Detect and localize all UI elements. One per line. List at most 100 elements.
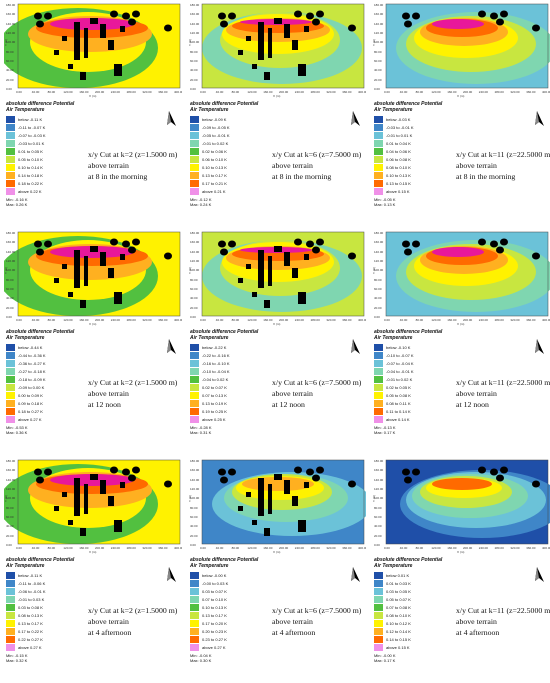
- building-6: [252, 64, 257, 69]
- legend-entry: 0.05 to 0.10 K: [6, 155, 80, 163]
- y-tick-label: 180.00: [6, 459, 16, 463]
- legend-label: 0.04 to 0.06 K: [386, 148, 411, 154]
- legend-swatch: [6, 383, 15, 391]
- legend-entry: -0.10 to -0.07 K: [374, 351, 448, 359]
- y-axis-label: Y (m): [4, 38, 8, 46]
- y-tick-label: 60.00: [190, 59, 198, 63]
- tree-cluster-4: [490, 12, 498, 20]
- legend-label: -0.11 to -0.07 K: [18, 124, 46, 130]
- legend-swatch: [190, 603, 199, 611]
- legend-label: 0.13 to 0.17 K: [18, 620, 43, 626]
- y-tick-label: 100.00: [6, 40, 16, 45]
- legend-label: -0.16 to -0.10 K: [202, 360, 230, 366]
- building-7: [114, 292, 122, 304]
- legend-swatch: [374, 407, 383, 415]
- caption-cut: x/y Cut at k=6 (z=7.5000 m): [272, 150, 362, 159]
- caption-terrain: above terrain: [456, 617, 497, 626]
- building-7: [114, 520, 122, 532]
- legend-swatch: [6, 603, 15, 611]
- legend-label: 0.07 to 0.08 K: [386, 604, 411, 610]
- legend-entry: 0.13 to 0.19 K: [190, 399, 264, 407]
- x-tick-label: 360.00: [342, 90, 352, 94]
- legend-swatch: [6, 587, 15, 595]
- legend-title: absolute difference Potential: [374, 329, 443, 335]
- x-tick-label: 320.00: [510, 90, 520, 94]
- legend-entry: 0.03 to 0.07 K: [190, 587, 264, 595]
- tree-cluster-3: [294, 238, 302, 246]
- legend-title: absolute difference Potential: [190, 329, 259, 335]
- tree-cluster-0: [34, 468, 42, 476]
- map-frame: [201, 231, 365, 317]
- legend-entry: -0.01 to 0.01 K: [374, 131, 448, 139]
- x-tick-label: 120.00: [431, 546, 441, 550]
- legend-entry: 0.10 to 0.13 K: [374, 171, 448, 179]
- x-tick-label: 280.00: [494, 546, 504, 550]
- building-2: [90, 18, 98, 24]
- legend-swatch: [190, 579, 199, 587]
- y-tick-label: 180.00: [374, 459, 384, 463]
- legend-title: absolute difference Potential: [190, 557, 259, 563]
- caption-cut: x/y Cut at k=11 (z=22.5000 m): [456, 378, 550, 387]
- legend-entry: 0.14 to 0.18 K: [6, 171, 80, 179]
- legend-entry: 0.13 to 0.17 K: [6, 619, 80, 627]
- legend-label: -0.10 to -0.04 K: [202, 368, 230, 374]
- x-tick-label: 80.00: [415, 90, 424, 94]
- building-4: [108, 496, 114, 506]
- y-tick-label: 100.00: [374, 268, 384, 273]
- legend-label: 0.08 to 0.10 K: [386, 164, 411, 170]
- figure-panel: 180.00 160.00 140.00 120.00 100.00 80.00 60.00…: [372, 2, 550, 224]
- tree-cluster-5: [128, 474, 136, 482]
- tree-cluster-1: [228, 468, 236, 476]
- legend-entry: 0.19 to 0.25 K: [190, 407, 264, 415]
- x-tick-label: 80.00: [415, 318, 424, 322]
- building-5: [246, 36, 251, 41]
- y-tick-label: 160.00: [374, 240, 384, 245]
- building-6: [68, 292, 73, 297]
- panel-caption: x/y Cut at k=6 (z=7.5000 m) above terrain…: [272, 149, 361, 182]
- legend-swatch: [6, 131, 15, 139]
- building-1: [84, 484, 88, 514]
- temperature-map: 180.00 160.00 140.00 120.00 100.00 80.00 60.00…: [4, 458, 182, 554]
- legend-label: -0.04 to -0.01 K: [386, 368, 414, 374]
- legend-entry: 0.22 to 0.27 K: [6, 635, 80, 643]
- y-tick-label: 100.00: [190, 268, 200, 273]
- legend-swatch: [6, 579, 15, 587]
- legend-swatch: [6, 359, 15, 367]
- building-5: [62, 492, 67, 497]
- min-value: Min: -0.28 K: [190, 425, 212, 430]
- tree-cluster-0: [34, 12, 42, 20]
- x-tick-label: 360.00: [158, 546, 168, 550]
- legend-label: above 0.27 K: [18, 416, 42, 422]
- legend-swatch: [6, 415, 15, 423]
- caption-time: at 4 afternoon: [88, 628, 132, 637]
- legend-entry: -0.36 to -0.27 K: [6, 359, 80, 367]
- legend-label: -0.01 to 0.01 K: [386, 132, 413, 138]
- x-tick-label: 360.00: [526, 546, 536, 550]
- x-tick-label: 320.00: [510, 546, 520, 550]
- legend-label: 0.05 to 0.08 K: [386, 392, 411, 398]
- legend-label: above 0.27 K: [18, 644, 42, 650]
- x-tick-label: 200.00: [463, 318, 473, 322]
- x-tick-label: 0.00: [384, 318, 390, 322]
- legend-entry: -0.05 to -0.01 K: [190, 131, 264, 139]
- x-axis-label: X (m): [273, 322, 281, 326]
- caption-time: at 4 afternoon: [456, 628, 500, 637]
- caption-cut: x/y Cut at k=6 (z=7.5000 m): [272, 378, 362, 387]
- legend-label: -0.18 to -0.09 K: [18, 376, 46, 382]
- y-tick-label: 160.00: [6, 240, 16, 245]
- y-tick-label: 20.00: [6, 77, 14, 82]
- north-arrow-icon: [164, 338, 178, 356]
- legend-subtitle: Air Temperature: [6, 563, 45, 569]
- legend-label: 0.00 to 0.09 K: [18, 392, 43, 398]
- tree-cluster-4: [122, 12, 130, 20]
- tree-cluster-1: [44, 468, 52, 476]
- legend-swatch: [190, 139, 199, 147]
- legend-swatch: [6, 643, 15, 651]
- building-9: [304, 482, 309, 488]
- legend-entry: 0.10 to 0.13 K: [190, 163, 264, 171]
- tree-cluster-2: [36, 248, 44, 256]
- y-tick-label: 80.00: [6, 505, 14, 510]
- legend-label: 0.13 to 0.17 K: [202, 172, 227, 178]
- y-tick-label: 60.00: [374, 59, 382, 63]
- building-0: [74, 22, 80, 60]
